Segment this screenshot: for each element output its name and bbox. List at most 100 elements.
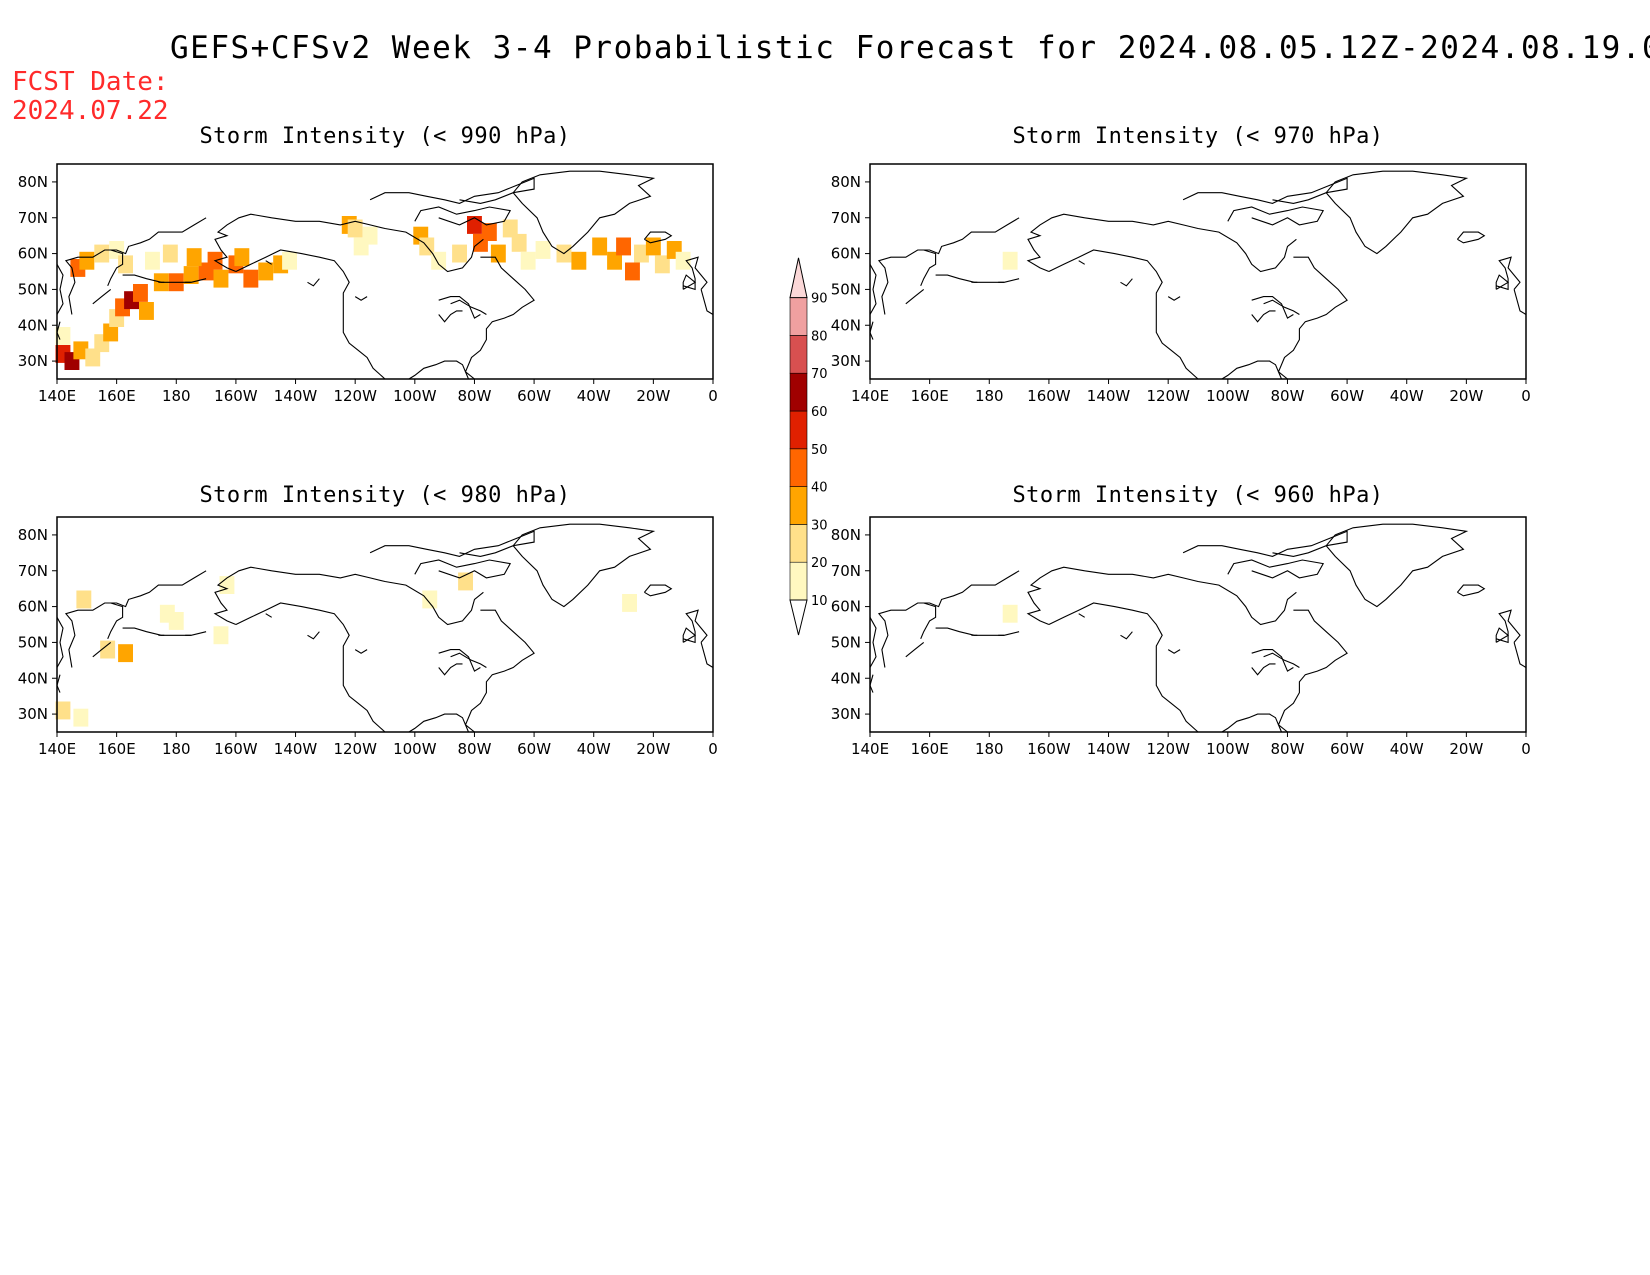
coastline	[683, 256, 708, 291]
lon-tick-label: 160W	[214, 387, 258, 405]
coastline	[464, 609, 535, 733]
coastline	[265, 260, 272, 265]
coastline	[1221, 360, 1283, 380]
lon-tick-label: 20W	[1449, 387, 1483, 405]
lon-tick-label: 100W	[1206, 740, 1250, 758]
coastline	[64, 217, 207, 315]
coastline	[414, 206, 512, 226]
probability-cell	[616, 237, 631, 256]
probability-cell	[467, 216, 482, 234]
coastline	[1227, 559, 1325, 579]
coastline	[1277, 609, 1348, 733]
colorbar-label: 90	[811, 292, 828, 307]
lon-tick-label: 0	[1521, 387, 1531, 405]
lon-tick-label: 40W	[1390, 740, 1424, 758]
probability-cells	[1002, 604, 1018, 623]
coastline	[56, 264, 64, 315]
coastline	[920, 249, 937, 287]
probability-cell	[219, 576, 235, 594]
probability-cell	[520, 251, 536, 270]
probability-cell	[94, 244, 110, 263]
probability-cell	[73, 341, 89, 360]
coastline	[1048, 602, 1199, 733]
coastline	[464, 256, 535, 380]
coastline	[213, 213, 484, 273]
map-panel-980: 140E 160E 180 160W 140W 120W 100W 80W 60W 40W 20W 0…	[18, 516, 718, 758]
probability-cell	[145, 251, 160, 270]
colorbar-label: 70	[811, 367, 828, 382]
probability-cell	[213, 626, 229, 645]
colorbar: 10 20 30 40 50 60 70 80 90	[789, 257, 828, 636]
lon-tick-label: 140E	[851, 740, 889, 758]
coastline	[213, 566, 484, 626]
coastline	[307, 631, 320, 640]
lon-tick-label: 80W	[457, 740, 491, 758]
probability-cell	[118, 644, 133, 663]
coastline	[869, 617, 877, 668]
lat-tick-label: 60N	[18, 245, 48, 263]
coastline	[877, 570, 1020, 668]
probability-cells	[55, 216, 691, 370]
coastline	[450, 299, 487, 315]
coastline	[56, 617, 64, 668]
coastlines	[869, 523, 1527, 733]
coastline	[1456, 584, 1486, 597]
coastline	[1221, 713, 1283, 733]
probability-cell	[103, 323, 119, 342]
lon-tick-label: 100W	[1206, 387, 1250, 405]
coastline	[92, 288, 112, 305]
lat-tick-label: 50N	[831, 280, 861, 298]
coastline	[1078, 260, 1085, 265]
lat-tick-label: 80N	[831, 526, 861, 544]
probability-cell	[139, 302, 154, 320]
probability-cell	[118, 255, 133, 274]
lon-tick-label: 160W	[1027, 740, 1071, 758]
map-frame	[869, 163, 1527, 380]
coastline	[354, 296, 368, 301]
probability-cell	[133, 284, 148, 302]
lon-tick-label: 160E	[911, 387, 949, 405]
lon-tick-label: 160W	[214, 740, 258, 758]
lon-tick-label: 100W	[393, 387, 437, 405]
lon-tick-label: 160E	[911, 740, 949, 758]
lon-tick-label: 120W	[1146, 387, 1190, 405]
lat-tick-label: 30N	[18, 352, 48, 370]
coastline	[450, 652, 487, 668]
coastline	[920, 602, 937, 640]
colorbar-label: 80	[811, 329, 828, 344]
coastline	[438, 310, 463, 323]
coastline	[1167, 296, 1181, 301]
probability-cell	[234, 248, 250, 267]
lon-tick-label: 20W	[1449, 740, 1483, 758]
coastline	[700, 289, 714, 315]
map-frame	[56, 516, 714, 733]
coastline	[512, 523, 656, 608]
coastline	[643, 231, 673, 244]
coastline	[307, 278, 320, 287]
colorbar-segment	[789, 372, 808, 412]
probability-cell	[571, 251, 587, 270]
lon-tick-label: 20W	[636, 740, 670, 758]
probability-cell	[258, 262, 274, 281]
lat-tick-label: 60N	[18, 598, 48, 616]
coastline	[1496, 256, 1521, 291]
forecast-date-label: FCST Date:	[12, 67, 169, 97]
lon-tick-label: 140E	[851, 387, 889, 405]
probability-cell	[55, 327, 71, 345]
map-frame	[56, 163, 714, 380]
coastline	[92, 641, 112, 658]
lon-tick-label: 120W	[333, 740, 377, 758]
lat-tick-label: 40N	[831, 669, 861, 687]
map-panel-960: 140E 160E 180 160W 140W 120W 100W 80W 60W 40W 20W 0…	[831, 516, 1531, 758]
lat-tick-label: 70N	[18, 562, 48, 580]
lat-tick-label: 30N	[831, 705, 861, 723]
coastline	[700, 642, 714, 668]
probability-cell	[76, 590, 92, 609]
coastline	[1495, 627, 1510, 643]
probability-cell	[55, 701, 71, 720]
lon-tick-label: 60W	[517, 740, 551, 758]
lon-tick-label: 160W	[1027, 387, 1071, 405]
coastline	[905, 288, 925, 305]
probability-cell	[186, 248, 202, 267]
lat-tick-label: 70N	[831, 562, 861, 580]
